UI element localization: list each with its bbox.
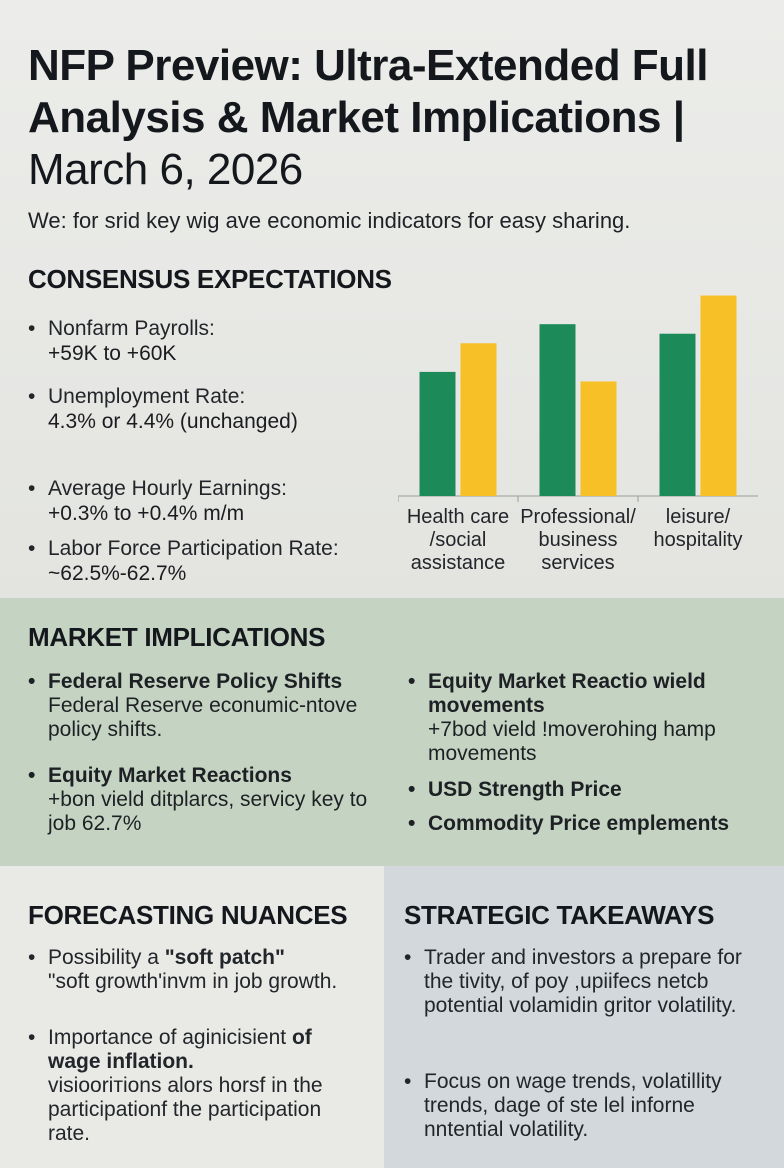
title-date: March 6, 2026 bbox=[28, 145, 303, 194]
market-item: • Equity Market Reactions +bon vield dit… bbox=[28, 764, 378, 836]
forecast-item-text: Possibility a "soft patch" "soft growth'i… bbox=[28, 946, 362, 994]
forecasting-heading: FORECASTING NUANCES bbox=[28, 900, 348, 930]
strategic-panel: STRATEGIC TAKEAWAYS • Trader and investo… bbox=[384, 866, 784, 1168]
title-separator: | bbox=[672, 93, 685, 142]
forecast-text-bold: of wage inflation. bbox=[48, 1026, 312, 1073]
market-item-head: Federal Reserve Policy Shifts bbox=[48, 670, 343, 693]
bullet-dot: • bbox=[28, 946, 36, 969]
forecast-text-post: "soft growth'invm in job growth. bbox=[48, 970, 338, 993]
strategic-item-text: Focus on wage trends, volatillity trends… bbox=[424, 1070, 722, 1141]
market-implications-section: MARKET IMPLICATIONS • Federal Reserve Po… bbox=[0, 598, 784, 866]
x-tick-label-line: leisure/ bbox=[665, 506, 731, 528]
market-item-body: Federal Reserve econumic-ntove policy sh… bbox=[48, 694, 358, 741]
market-item-head: Equity Market Reactions bbox=[48, 764, 292, 787]
strategic-item: • Trader and investors a prepare for the… bbox=[404, 946, 764, 1018]
bullet-dot: • bbox=[28, 670, 36, 693]
bullet-dot: • bbox=[28, 1026, 36, 1049]
bar-green-0 bbox=[419, 371, 456, 496]
strategic-heading: STRATEGIC TAKEAWAYS bbox=[404, 900, 715, 930]
market-item-body: +7bod vield !moverohing hamp movements bbox=[428, 718, 716, 765]
forecast-text-post: visioorітions alors horsf in the partici… bbox=[48, 1074, 323, 1145]
page-title: NFP Preview: Ultra-Extended Full Analysi… bbox=[28, 40, 768, 196]
market-item-head: Commodity Price emplements bbox=[428, 812, 730, 835]
forecast-item: • Possibility a "soft patch" "soft growth… bbox=[28, 946, 362, 994]
consensus-label: Average Hourly Earnings: bbox=[48, 477, 287, 500]
x-tick-label-line: assistance bbox=[410, 552, 506, 574]
forecasting-panel: FORECASTING NUANCES • Possibility a "sof… bbox=[0, 866, 384, 1168]
consensus-item: • Unemployment Rate: 4.3% or 4.4% (uncha… bbox=[28, 384, 298, 434]
bar-green-2 bbox=[659, 333, 696, 496]
bullet-dot: • bbox=[404, 946, 412, 969]
forecast-text-bold: "soft patch" bbox=[164, 946, 285, 969]
x-tick-label: Professional/business services bbox=[514, 506, 642, 575]
consensus-value: +59K to +60K bbox=[48, 342, 177, 365]
bullet-dot: • bbox=[28, 537, 36, 560]
consensus-value: +0.3% to +0.4% m/m bbox=[48, 502, 245, 525]
chart-plot-area bbox=[398, 295, 758, 502]
x-tick-label-line: /social bbox=[429, 529, 487, 551]
bar-yellow-0 bbox=[460, 343, 497, 496]
forecast-text-pre: Importance of aginicisient bbox=[48, 1026, 292, 1049]
consensus-label: Labor Force Participation Rate: bbox=[48, 537, 339, 560]
strategic-item-text: Trader and investors a prepare for the t… bbox=[424, 946, 742, 1017]
strategic-item: • Focus on wage trends, volatillity tren… bbox=[404, 1070, 764, 1142]
consensus-label: Unemployment Rate: bbox=[48, 385, 246, 408]
bullet-dot: • bbox=[408, 670, 416, 693]
market-heading: MARKET IMPLICATIONS bbox=[28, 622, 326, 652]
x-tick-label-line: services bbox=[541, 552, 615, 574]
page-subtitle: We: for srid key wig ave economic indica… bbox=[28, 208, 631, 233]
market-item-body: +bon vield ditplarcs, servicy key to job… bbox=[48, 788, 368, 835]
consensus-item: • Average Hourly Earnings: +0.3% to +0.4… bbox=[28, 476, 287, 526]
x-tick-label: leisure/hospitality bbox=[634, 506, 762, 552]
x-tick-label: Health care/social assistance bbox=[394, 506, 522, 575]
consensus-item: • Nonfarm Payrolls: +59K to +60K bbox=[28, 316, 215, 366]
consensus-value: 4.3% or 4.4% (unchanged) bbox=[48, 410, 298, 433]
market-item: • Federal Reserve Policy Shifts Federal … bbox=[28, 670, 378, 742]
title-main: NFP Preview: Ultra-Extended Full Analysi… bbox=[28, 41, 709, 142]
x-tick-label-line: business bbox=[538, 529, 618, 551]
market-item-head: USD Strength Price bbox=[428, 778, 622, 801]
x-tick-label-line: Professional/ bbox=[520, 506, 636, 528]
bullet-dot: • bbox=[408, 778, 416, 801]
forecast-text-pre: Possibility a bbox=[48, 946, 165, 969]
consensus-item: • Labor Force Participation Rate: ~62.5%… bbox=[28, 536, 339, 586]
market-item: • Commodity Price emplements bbox=[408, 812, 758, 836]
x-tick-label-line: hospitality bbox=[653, 529, 743, 551]
bullet-dot: • bbox=[28, 764, 36, 787]
bullet-dot: • bbox=[28, 317, 36, 340]
consensus-value: ~62.5%-62.7% bbox=[48, 562, 187, 585]
bullet-dot: • bbox=[404, 1070, 412, 1093]
bar-green-1 bbox=[539, 324, 576, 496]
bar-yellow-2 bbox=[700, 295, 737, 496]
forecast-item-text: Importance of aginicisient of wage infla… bbox=[28, 1026, 362, 1146]
consensus-heading: CONSENSUS EXPECTATIONS bbox=[28, 264, 392, 294]
market-item-head: Equity Market Reactio wield movements bbox=[428, 670, 706, 717]
bar-yellow-1 bbox=[580, 381, 617, 496]
consensus-label: Nonfarm Payrolls: bbox=[48, 317, 215, 340]
bullet-dot: • bbox=[408, 812, 416, 835]
header-section: NFP Preview: Ultra-Extended Full Analysi… bbox=[0, 0, 784, 598]
bullet-dot: • bbox=[28, 385, 36, 408]
x-tick-label-line: Health care bbox=[406, 506, 510, 528]
market-item: • Equity Market Reactio wield movements … bbox=[408, 670, 758, 766]
sector-bar-chart: Health care/social assistance Professional… bbox=[398, 280, 768, 580]
bullet-dot: • bbox=[28, 477, 36, 500]
forecast-item: • Importance of aginicisient of wage inf… bbox=[28, 1026, 362, 1146]
market-item: • USD Strength Price bbox=[408, 778, 758, 802]
